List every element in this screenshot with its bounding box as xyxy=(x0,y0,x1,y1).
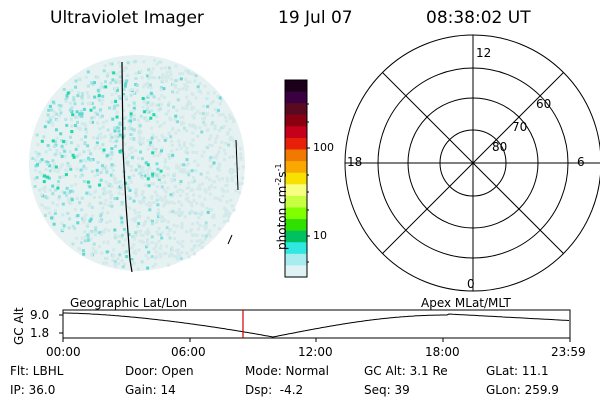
mode-info: Mode: Normal xyxy=(245,364,329,378)
colorbar-unit-label: photon cm-2s-1 xyxy=(274,163,289,250)
mlt-label-12: 12 xyxy=(476,46,492,60)
limb-marks xyxy=(227,139,239,245)
altitude-curve xyxy=(63,312,570,338)
colorbar-band xyxy=(285,137,307,151)
x-tick-1800: 18:00 xyxy=(425,345,460,359)
colorbar-band xyxy=(285,184,307,197)
colorbar-frame xyxy=(284,79,308,278)
colorbar xyxy=(285,80,307,278)
mlt-label-0: 0 xyxy=(467,277,475,291)
timeline-plot xyxy=(59,309,571,342)
colorbar-band xyxy=(285,149,307,162)
polar-grid xyxy=(344,34,600,292)
colorbar-band xyxy=(285,126,307,139)
door-info: Door: Open xyxy=(125,364,194,378)
x-tick-2359: 23:59 xyxy=(551,345,586,359)
dsp-info: Dsp: -4.2 xyxy=(245,383,304,397)
lat-label-60: 60 xyxy=(536,97,552,111)
colorbar-band xyxy=(285,242,307,255)
x-tick-0600: 06:00 xyxy=(171,345,206,359)
colorbar-tick-100: 100 xyxy=(313,141,334,154)
colorbar-band xyxy=(285,253,307,267)
colorbar-band xyxy=(285,161,307,174)
filter-info: Flt: LBHL xyxy=(10,364,64,378)
colorbar-band xyxy=(285,219,307,232)
mlt-label-6: 6 xyxy=(577,155,585,169)
x-tick-0000: 00:00 xyxy=(46,345,81,359)
glat-info: GLat: 11.1 xyxy=(486,364,549,378)
terminator-line xyxy=(121,61,133,273)
colorbar-band xyxy=(285,172,307,185)
y-tick-1-8: 1.8 xyxy=(30,326,50,340)
observation-date: 19 Jul 07 xyxy=(278,8,353,28)
lat-label-70: 70 xyxy=(512,120,528,134)
observation-time: 08:38:02 UT xyxy=(426,8,531,28)
instrument-title: Ultraviolet Imager xyxy=(50,8,204,28)
seq-info: Seq: 39 xyxy=(364,383,410,397)
mlt-label-18: 18 xyxy=(347,155,363,169)
colorbar-band xyxy=(285,114,307,127)
colorbar-band xyxy=(285,207,307,220)
colorbar-tick-10: 10 xyxy=(313,229,327,242)
colorbar-band xyxy=(285,230,307,243)
colorbar-band xyxy=(285,103,307,116)
colorbar-band xyxy=(285,195,307,209)
timeline-y-axis-label: GC Alt xyxy=(12,307,26,345)
gain-info: Gain: 14 xyxy=(125,383,176,397)
colorbar-band xyxy=(285,265,307,278)
gc-alt-info: GC Alt: 3.1 Re xyxy=(364,364,448,378)
uv-image-disk xyxy=(29,55,245,273)
x-tick-1200: 12:00 xyxy=(298,345,333,359)
lat-label-80: 80 xyxy=(492,140,508,154)
y-tick-9: 9.0 xyxy=(30,308,50,322)
ip-info: IP: 36.0 xyxy=(10,383,56,397)
uv-image-speckles xyxy=(31,58,245,271)
timeline-left-title: Geographic Lat/Lon xyxy=(70,296,188,310)
timeline-right-title: Apex MLat/MLT xyxy=(421,296,511,310)
colorbar-band xyxy=(285,80,307,93)
colorbar-band xyxy=(285,91,307,104)
glon-info: GLon: 259.9 xyxy=(486,383,559,397)
